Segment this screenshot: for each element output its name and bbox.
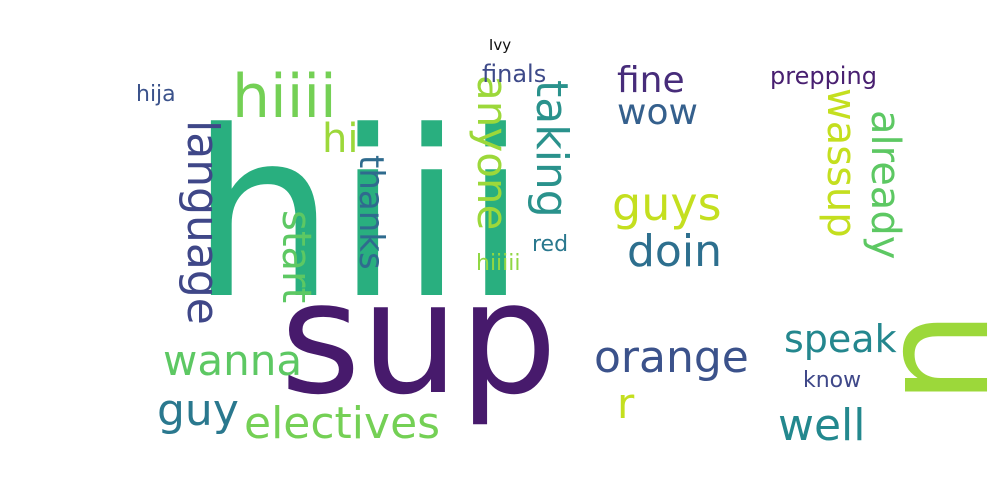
word-hiiiii: hiiiii [476, 251, 521, 276]
word-fine: fine [617, 60, 685, 101]
word-orange: orange [594, 332, 749, 383]
word-r: r [617, 379, 635, 428]
wordcloud-title: Ivy [488, 36, 512, 54]
word-finals: finals [482, 60, 546, 88]
word-hiiii: hiiii [232, 62, 337, 132]
word-already: already [862, 110, 908, 259]
word-guy: guy [157, 385, 239, 436]
word-hi: hi [322, 116, 358, 162]
word-u: u [869, 310, 1000, 405]
word-prepping: prepping [770, 62, 877, 90]
word-speak: speak [784, 317, 897, 361]
word-sup: sup [280, 248, 557, 429]
word-doin: doin [627, 226, 722, 277]
word-thanks: thanks [351, 155, 391, 270]
word-well: well [778, 400, 866, 451]
word-electives: electives [244, 398, 440, 449]
word-wassup: wassup [818, 88, 864, 238]
word-red: red [532, 232, 568, 257]
word-start: start [273, 210, 319, 303]
word-language: language [177, 120, 228, 325]
word-anyone: anyone [468, 75, 517, 230]
word-wanna: wanna [163, 336, 302, 385]
word-guys: guys [612, 177, 722, 231]
word-hija: hija [136, 82, 176, 107]
word-wow: wow [617, 92, 698, 133]
word-hiii: hiii [190, 83, 527, 350]
word-taking: taking [526, 80, 577, 218]
word-know: know [803, 368, 861, 393]
